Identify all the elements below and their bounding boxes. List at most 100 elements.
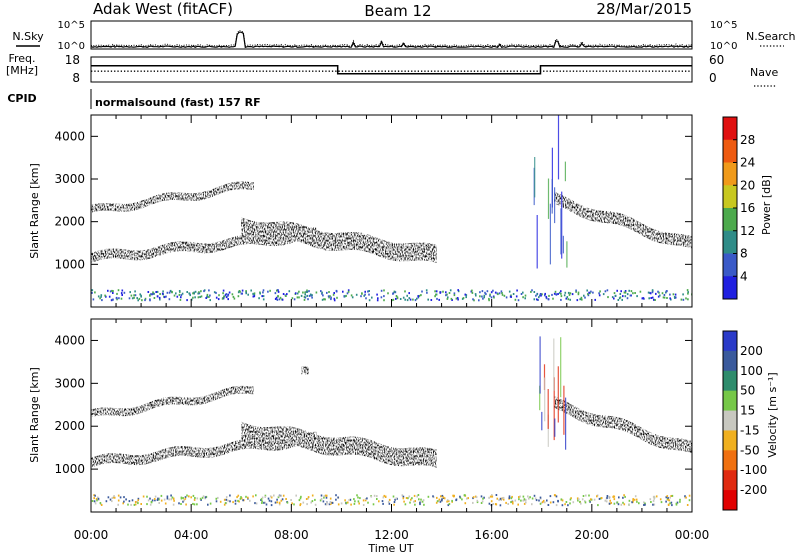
velocity-panel: 1000 2000 3000 4000 00:00 04:00 08:00 12:00 16:… <box>28 318 779 554</box>
clutter-pixel <box>330 501 333 504</box>
clutter-pixel <box>121 294 123 296</box>
clutter-pixel <box>613 502 616 505</box>
clutter-pixel <box>192 494 195 497</box>
clutter-pixel <box>472 496 475 499</box>
clutter-pixel <box>218 294 220 297</box>
clutter-pixel <box>232 295 235 298</box>
clutter-pixel <box>97 497 100 500</box>
clutter-streak <box>566 241 568 268</box>
clutter-pixel <box>534 497 537 500</box>
clutter-pixel <box>528 497 530 500</box>
clutter-pixel <box>275 296 278 299</box>
clutter-pixel <box>337 503 340 506</box>
clutter-pixel <box>370 495 373 498</box>
clutter-pixel <box>631 501 633 504</box>
clutter-pixel <box>492 503 494 505</box>
clutter-pixel <box>490 296 493 299</box>
clutter-pixel <box>240 292 243 295</box>
clutter-pixel <box>555 495 558 498</box>
clutter-pixel <box>323 298 325 301</box>
clutter-pixel <box>217 298 220 301</box>
clutter-pixel <box>498 292 501 295</box>
clutter-pixel <box>337 496 339 499</box>
clutter-pixel <box>669 297 671 300</box>
clutter-pixel <box>420 294 422 297</box>
clutter-pixel <box>667 497 669 500</box>
velocity-ytick-label: 2000 <box>54 419 85 433</box>
clutter-pixel <box>336 296 338 299</box>
clutter-pixel <box>111 497 114 499</box>
clutter-pixel <box>258 297 260 300</box>
clutter-pixel <box>280 499 283 502</box>
clutter-pixel <box>593 498 596 501</box>
clutter-pixel <box>586 289 588 292</box>
clutter-pixel <box>648 297 650 300</box>
freq-label-line1: Freq. <box>8 52 35 65</box>
clutter-pixel <box>416 495 418 498</box>
clutter-pixel <box>222 297 225 300</box>
clutter-pixel <box>663 296 666 299</box>
clutter-pixel <box>430 299 433 301</box>
clutter-pixel <box>563 294 566 297</box>
clutter-pixel <box>536 298 538 301</box>
clutter-pixel <box>511 495 513 498</box>
clutter-pixel <box>422 499 425 502</box>
clutter-pixel <box>156 499 159 501</box>
frequency-panel: Freq. [MHz] 18 8 60 0 Nave <box>6 52 778 87</box>
clutter-pixel <box>494 291 497 294</box>
clutter-pixel <box>192 502 194 505</box>
velocity-ground-clutter <box>91 336 691 507</box>
clutter-pixel <box>139 293 141 296</box>
noise-panel: N.Sky 10^5 10^0 10^5 10^0 N.Search <box>12 20 795 52</box>
clutter-pixel <box>467 497 469 500</box>
nave-tick-bottom: 0 <box>709 71 717 85</box>
clutter-pixel <box>306 503 308 506</box>
clutter-pixel <box>303 298 306 301</box>
power-ytick-label: 1000 <box>54 257 85 271</box>
clutter-pixel <box>353 502 356 505</box>
clutter-pixel <box>571 293 574 296</box>
clutter-pixel <box>382 496 385 499</box>
clutter-pixel <box>280 494 282 497</box>
clutter-pixel <box>190 496 192 499</box>
clutter-pixel <box>560 295 563 298</box>
clutter-pixel <box>358 502 360 505</box>
clutter-pixel <box>325 496 328 499</box>
power-colorbar-swatch <box>723 253 737 277</box>
clutter-pixel <box>611 296 614 299</box>
clutter-pixel <box>295 494 297 497</box>
clutter-pixel <box>152 292 154 295</box>
nave-tick-top: 60 <box>709 53 724 67</box>
clutter-pixel <box>382 502 384 505</box>
clutter-pixel <box>587 293 589 296</box>
clutter-pixel <box>141 299 143 302</box>
clutter-pixel <box>242 499 244 502</box>
clutter-pixel <box>150 500 153 503</box>
clutter-pixel <box>512 293 515 295</box>
clutter-pixel <box>544 294 546 297</box>
clutter-pixel <box>105 295 107 298</box>
clutter-pixel <box>120 297 123 300</box>
power-echo-band-1-level-3 <box>91 229 317 261</box>
clutter-pixel <box>492 289 494 292</box>
clutter-pixel <box>396 296 399 299</box>
clutter-pixel <box>277 290 280 293</box>
clutter-pixel <box>508 495 511 498</box>
clutter-pixel <box>427 298 429 301</box>
clutter-pixel <box>95 498 98 500</box>
clutter-pixel <box>448 292 451 294</box>
clutter-pixel <box>407 497 409 500</box>
clutter-pixel <box>203 290 205 293</box>
clutter-pixel <box>144 297 147 300</box>
clutter-pixel <box>146 503 148 506</box>
clutter-pixel <box>464 293 467 296</box>
clutter-pixel <box>478 299 480 302</box>
velocity-colorbar-swatch <box>723 450 737 471</box>
clutter-pixel <box>525 501 527 504</box>
clutter-pixel <box>419 503 421 506</box>
clutter-pixel <box>672 293 675 296</box>
clutter-pixel <box>653 503 656 506</box>
clutter-pixel <box>639 290 642 293</box>
clutter-streak <box>560 337 562 398</box>
clutter-pixel <box>517 299 520 302</box>
